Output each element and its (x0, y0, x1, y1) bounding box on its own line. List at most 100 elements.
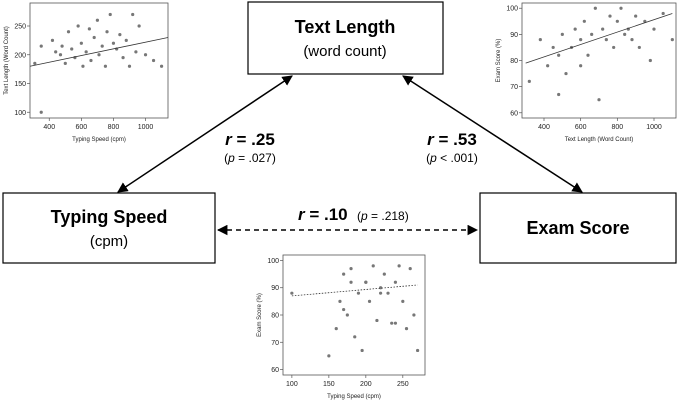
x-tick-label: 400 (43, 124, 55, 131)
data-point (39, 110, 43, 114)
data-point (401, 299, 405, 303)
data-point (597, 98, 601, 102)
p-label: (p = .218) (357, 209, 409, 223)
y-tick-label: 60 (271, 367, 279, 374)
data-point (342, 307, 346, 312)
data-point (630, 37, 634, 42)
x-tick-label: 800 (611, 124, 623, 131)
x-tick-label: 1000 (138, 124, 154, 131)
data-point (159, 64, 164, 68)
data-point (290, 291, 294, 295)
data-point (356, 291, 361, 295)
data-point (557, 92, 561, 97)
y-axis-label: Exam Score (%) (257, 293, 263, 337)
arrow (402, 75, 583, 193)
node-label: Exam Score (526, 218, 629, 238)
data-point (58, 53, 63, 57)
data-point (538, 37, 542, 42)
data-point (386, 291, 390, 295)
data-point (393, 321, 398, 325)
node-label: Text Length (295, 17, 396, 37)
data-point (127, 64, 132, 68)
data-point (137, 24, 141, 28)
data-point (382, 272, 386, 276)
node-sublabel: (word count) (303, 43, 386, 60)
data-point (342, 272, 346, 276)
y-tick-label: 100 (506, 6, 518, 13)
data-point (375, 318, 379, 323)
data-point (601, 27, 605, 31)
data-point (393, 280, 398, 284)
x-axis-label: Text Length (Word Count) (565, 137, 634, 143)
data-point (379, 291, 383, 295)
data-point (408, 267, 412, 271)
data-point (349, 267, 353, 271)
y-tick-label: 70 (271, 340, 279, 347)
data-point (637, 45, 641, 50)
data-point (60, 44, 64, 48)
y-tick-label: 150 (14, 81, 26, 88)
y-tick-label: 200 (14, 52, 26, 59)
node-box (2, 192, 216, 264)
y-tick-label: 100 (267, 258, 279, 265)
r-label: r = .25 (225, 130, 275, 149)
data-point (33, 61, 37, 65)
x-tick-label: 150 (323, 381, 335, 388)
data-point (590, 32, 594, 36)
data-point (121, 56, 125, 60)
y-tick-label: 90 (271, 285, 279, 292)
data-point (564, 71, 568, 76)
data-point (371, 264, 375, 268)
data-point (557, 53, 561, 57)
r-label: r = .10 (298, 205, 348, 224)
data-point (66, 30, 71, 34)
data-point (612, 45, 616, 50)
data-point (397, 264, 401, 268)
data-point (527, 79, 531, 84)
data-point (327, 354, 331, 358)
plot-frame (282, 254, 426, 376)
data-point (50, 38, 55, 42)
data-point (95, 18, 99, 22)
data-point (108, 12, 112, 17)
data-point (404, 327, 409, 331)
data-point (560, 32, 564, 36)
trend-line (29, 37, 169, 67)
data-point (579, 64, 583, 68)
data-point (97, 53, 101, 57)
data-point (412, 313, 416, 317)
node-box (479, 192, 677, 264)
data-point (608, 14, 612, 18)
data-point (63, 61, 67, 65)
x-axis-label: Typing Speed (cpm) (72, 137, 126, 143)
y-tick-label: 90 (510, 32, 518, 39)
data-point (143, 53, 148, 57)
data-point (118, 33, 122, 37)
data-point (390, 321, 394, 325)
y-tick-label: 250 (14, 24, 26, 31)
data-point (670, 37, 674, 42)
plot-frame (29, 2, 169, 119)
trend-line (291, 284, 418, 297)
data-point (652, 27, 656, 31)
y-tick-label: 100 (14, 110, 26, 117)
x-tick-label: 600 (575, 124, 587, 131)
p-label: (p < .001) (426, 151, 478, 165)
x-tick-label: 800 (108, 124, 120, 131)
node-box (247, 1, 444, 75)
y-tick-label: 60 (510, 110, 518, 117)
data-point (551, 45, 555, 50)
data-point (105, 30, 109, 34)
data-point (151, 58, 156, 63)
data-point (582, 19, 586, 23)
data-point (634, 14, 638, 18)
data-point (134, 50, 138, 54)
data-point (92, 35, 96, 40)
x-tick-label: 200 (360, 381, 372, 388)
y-axis-label: Text Length (Word Count) (4, 26, 10, 95)
data-point (648, 58, 652, 63)
arrow (117, 75, 293, 193)
y-tick-label: 80 (510, 58, 518, 65)
data-point (546, 64, 550, 68)
